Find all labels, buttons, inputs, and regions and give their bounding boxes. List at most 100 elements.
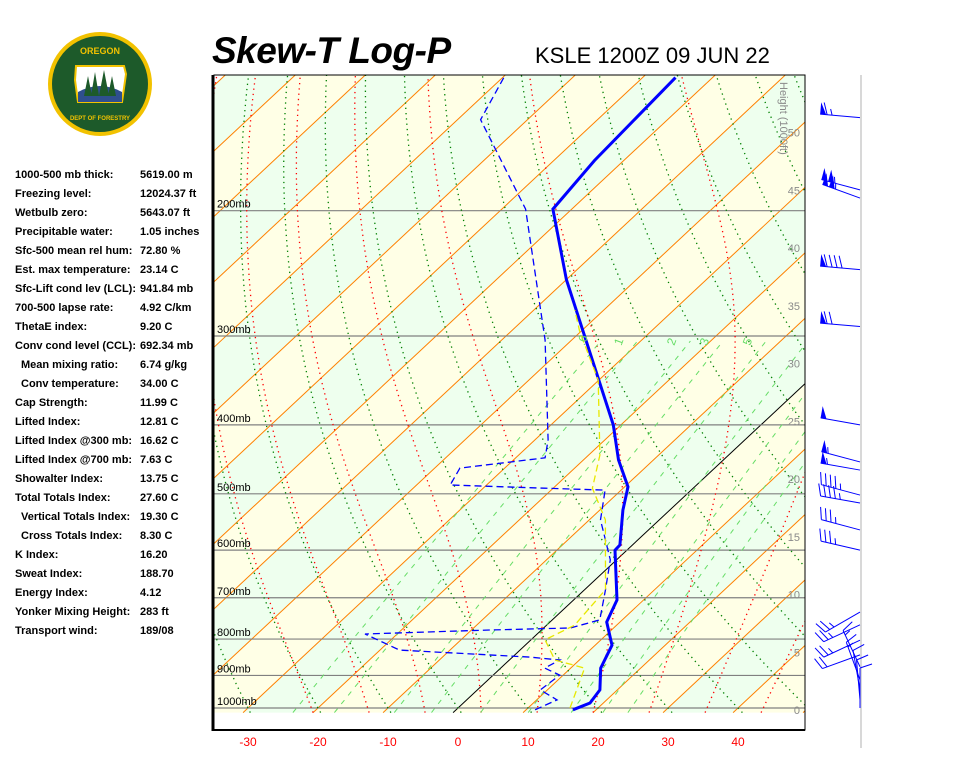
barb-half <box>844 630 851 636</box>
stat-value: 13.75 C <box>140 473 179 485</box>
stat-row: Total Totals Index: 27.60 C <box>15 491 215 510</box>
stat-value: 4.12 <box>140 587 162 599</box>
stat-value: 9.20 C <box>140 321 173 333</box>
dry-adiabat-line <box>324 75 533 713</box>
isotherm-line <box>522 448 805 713</box>
barb-full <box>814 632 825 643</box>
stat-label: Wetbulb zero: <box>15 207 88 219</box>
dry-adiabat-line <box>442 75 743 714</box>
stat-row: Cross Totals Index: 8.30 C <box>15 529 215 548</box>
wind-barb <box>818 483 861 504</box>
barb-shaft <box>823 624 861 643</box>
barb-full <box>828 254 833 268</box>
barb-full <box>824 473 827 487</box>
mixing-ratio-label: 3 <box>697 336 713 347</box>
isotherm-band <box>873 65 960 712</box>
barb-half <box>828 622 835 628</box>
stat-label: Sfc-Lift cond lev (LCL): <box>15 283 136 295</box>
stat-label: Transport wind: <box>15 625 98 637</box>
stat-label: ThetaE index: <box>15 321 88 333</box>
barb-full <box>828 311 833 325</box>
barb-half <box>834 538 837 545</box>
isotherm-line <box>242 186 805 713</box>
barb-full <box>856 654 869 661</box>
stat-value: 188.70 <box>140 568 174 580</box>
barb-pennant <box>828 175 835 189</box>
stat-label: Sfc-500 mean rel hum: <box>15 245 133 257</box>
barb-full <box>819 645 829 656</box>
mixing-ratio-label: 2 <box>664 336 680 347</box>
dry-adiabat-line <box>868 66 960 713</box>
svg-text:DEPT OF FORESTRY: DEPT OF FORESTRY <box>70 116 130 122</box>
barb-shaft <box>820 265 861 271</box>
stat-label: Energy Index: <box>15 587 88 599</box>
wind-barb <box>814 639 861 658</box>
stat-row: Sfc-500 mean rel hum: 72.80 % <box>15 244 215 263</box>
barb-shaft <box>856 659 861 700</box>
wind-barb <box>814 624 861 643</box>
barb-full <box>829 530 832 544</box>
barb-full <box>823 311 828 324</box>
stat-label: Est. max temperature: <box>15 264 131 276</box>
stat-row: Lifted Index @700 mb: 7.63 C <box>15 453 215 472</box>
barb-full <box>819 630 829 640</box>
height-tick-label: 20 <box>788 474 800 486</box>
stat-label: Cap Strength: <box>15 397 88 409</box>
stat-row: Energy Index: 4.12 <box>15 586 215 605</box>
barb-full <box>846 634 857 643</box>
barb-full <box>842 621 853 631</box>
barb-pennant <box>820 102 827 115</box>
wind-barb <box>856 654 869 700</box>
mixing-ratio-line <box>480 340 767 713</box>
mixing-ratio-line <box>527 343 805 713</box>
stat-row: Precipitable water: 1.05 inches <box>15 225 215 244</box>
barb-shaft <box>822 183 861 199</box>
barb-full <box>828 485 831 498</box>
barb-half <box>830 108 833 116</box>
stat-row: Cap Strength: 11.99 C <box>15 396 215 415</box>
height-tick-label: 30 <box>788 359 800 371</box>
wind-barb <box>822 173 861 199</box>
barb-full <box>834 475 837 489</box>
isotherm-line <box>312 252 805 713</box>
stat-label: Freezing level: <box>15 188 92 200</box>
wind-barb <box>815 611 861 633</box>
isotherm-line <box>214 75 787 610</box>
dry-adiabat-line <box>403 75 673 714</box>
barb-shaft <box>820 540 861 551</box>
barb-shaft <box>821 484 861 496</box>
barb-shaft <box>823 639 861 658</box>
pressure-label: 400mb <box>217 413 251 425</box>
isotherm-line <box>214 75 227 87</box>
stat-row: Sfc-Lift cond lev (LCL): 941.84 mb <box>15 282 215 301</box>
mixing-ratio-label: .6 <box>574 333 591 347</box>
axis-labels: .6 1 2 3 51000mb900mb800mb700mb600mb500mb400… <box>217 82 800 749</box>
stat-label: Sweat Index: <box>15 568 83 580</box>
stat-row: 700-500 lapse rate: 4.92 C/km <box>15 301 215 320</box>
stat-value: 5619.00 m <box>140 169 193 181</box>
stat-value: 4.92 C/km <box>140 302 192 314</box>
isotherm-line <box>214 75 647 479</box>
isotherm-line <box>592 513 805 713</box>
mixing-ratio-label: 5 <box>740 336 756 347</box>
stat-label: Precipitable water: <box>15 226 113 238</box>
barb-full <box>859 663 873 669</box>
dry-adiabat-line <box>214 630 251 713</box>
barb-full <box>819 620 831 630</box>
stat-value: 72.80 % <box>140 245 181 257</box>
wind-barb <box>820 506 861 531</box>
height-tick-label: 50 <box>788 128 800 140</box>
temperature-tick-label: 0 <box>455 735 462 749</box>
height-tick-label: 45 <box>788 185 800 197</box>
isotherm-band <box>214 75 805 675</box>
barb-shaft <box>825 611 861 633</box>
wetbulb-trace <box>544 310 607 709</box>
wind-barb <box>820 102 861 119</box>
height-tick-label: 0 <box>794 705 800 717</box>
stat-label: Lifted Index: <box>15 416 81 428</box>
temperature-tick-label: -10 <box>379 735 397 749</box>
barb-full <box>838 255 843 269</box>
dry-adiabat-line <box>101 66 180 713</box>
dry-adiabat-line <box>364 75 603 714</box>
